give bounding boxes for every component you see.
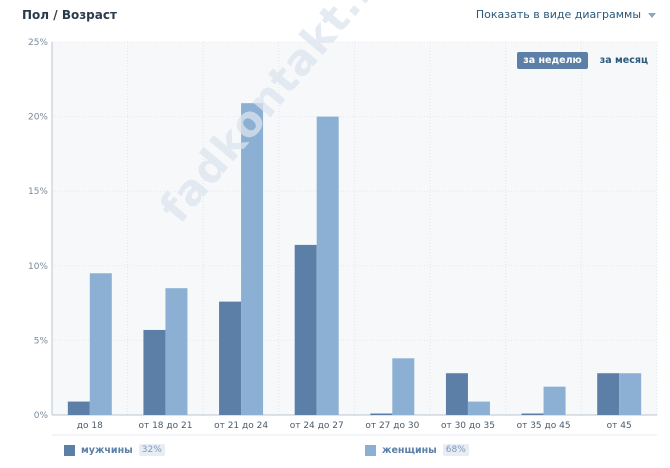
x-tick-label: до 18	[77, 421, 103, 431]
x-tick-label: от 45	[607, 421, 632, 431]
y-tick-label: 10%	[28, 262, 48, 272]
legend-swatch-men	[64, 444, 75, 456]
x-tick-label: от 35 до 45	[517, 421, 571, 431]
period-month-button[interactable]: за месяц	[599, 55, 648, 66]
bar-men	[143, 329, 166, 415]
bar-women	[467, 401, 490, 415]
view-toggle-dropdown[interactable]: Показать в виде диаграммы	[476, 8, 656, 21]
y-tick-label: 25%	[28, 38, 48, 48]
y-tick-label: 20%	[28, 113, 48, 123]
x-tick-label: от 24 до 27	[290, 421, 344, 431]
bar-women	[543, 386, 566, 415]
legend-item-women[interactable]: женщины 68%	[365, 444, 469, 456]
age-gender-chart: 0% 5% 10% 15% 20% 25% до 18 от 18 до 21 от 21 до…	[28, 38, 658, 436]
bar-men	[521, 413, 544, 415]
legend-label-women: женщины	[382, 444, 437, 456]
x-tick-label: от 18 до 21	[138, 421, 192, 431]
bar-women	[241, 103, 264, 415]
bar-men	[219, 301, 242, 415]
bar-women	[619, 373, 642, 415]
y-tick-label: 0%	[34, 411, 49, 421]
y-tick-label: 5%	[34, 336, 49, 346]
x-tick-label: от 27 до 30	[365, 421, 419, 431]
bar-men	[445, 373, 468, 415]
bar-women	[165, 288, 188, 415]
legend-item-men[interactable]: мужчины 32%	[64, 444, 165, 456]
bar-men	[294, 244, 317, 415]
legend-label-men: мужчины	[81, 444, 133, 456]
bar-women	[392, 358, 415, 415]
period-switch: за неделю за месяц	[517, 52, 654, 69]
bar-women	[316, 116, 339, 415]
bar-men	[597, 373, 620, 415]
chevron-down-icon	[648, 12, 656, 18]
legend-percent-women: 68%	[442, 444, 469, 456]
view-toggle-label: Показать в виде диаграммы	[475, 8, 641, 21]
period-week-button[interactable]: за неделю	[517, 52, 588, 69]
y-tick-label: 15%	[28, 187, 48, 197]
legend-swatch-women	[365, 444, 376, 456]
page-title: Пол / Возраст	[22, 8, 117, 22]
chart-legend: мужчины 32% женщины 68%	[0, 444, 670, 460]
bar-men	[370, 413, 393, 415]
bar-men	[67, 401, 90, 415]
legend-percent-men: 32%	[138, 444, 165, 456]
x-tick-label: от 21 до 24	[214, 421, 268, 431]
bar-women	[89, 273, 112, 415]
x-tick-label: от 30 до 35	[441, 421, 495, 431]
